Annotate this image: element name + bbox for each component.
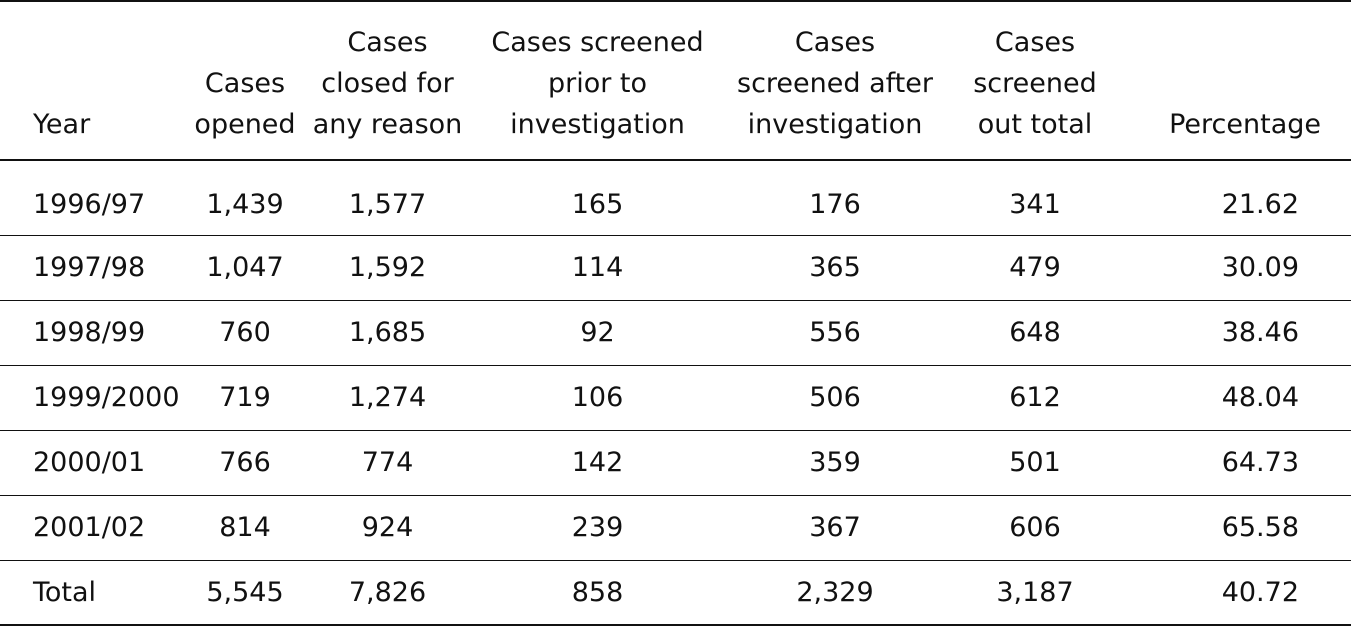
cell-screened-total: 501 <box>1009 447 1061 478</box>
table-row: 1997/98 1,047 1,592 114 365 479 30.09 <box>0 235 1351 300</box>
cell-screened-prior: 165 <box>571 189 624 221</box>
table-row: 1999/2000 719 1,274 106 506 612 48.04 <box>0 365 1351 430</box>
cell-screened-after: 506 <box>809 382 861 413</box>
table-row-total: Total 5,545 7,826 858 2,329 3,187 40.72 <box>0 560 1351 625</box>
cell-percentage: 21.62 <box>1221 189 1299 221</box>
cell-cases-closed: 1,685 <box>348 317 427 348</box>
cell-screened-prior: 114 <box>571 252 624 283</box>
header-screened-after: Cases screened after investigation <box>737 27 933 140</box>
cell-year: 1997/98 <box>33 252 146 283</box>
cell-cases-opened: 760 <box>219 317 271 348</box>
cell-cases-opened: 1,047 <box>206 252 284 283</box>
cell-year: 1996/97 <box>33 189 146 221</box>
cell-screened-total: 3,187 <box>996 576 1074 608</box>
table-row: 1998/99 760 1,685 92 556 648 38.46 <box>0 300 1351 365</box>
cell-screened-prior: 92 <box>580 317 615 348</box>
cell-cases-opened: 814 <box>219 512 271 543</box>
table-row: 1996/97 1,439 1,577 165 176 341 21.62 <box>0 160 1351 235</box>
header-row: Year Cases opened Cases closed for any r… <box>0 1 1351 160</box>
header-screened-total: Cases screened out total <box>973 27 1097 140</box>
cell-year: Total <box>33 576 97 608</box>
cell-screened-total: 341 <box>1009 189 1061 221</box>
cell-cases-closed: 1,274 <box>348 382 427 413</box>
cell-cases-closed: 774 <box>361 447 414 478</box>
table-row: 2000/01 766 774 142 359 501 64.73 <box>0 430 1351 495</box>
cell-cases-opened: 766 <box>219 447 271 478</box>
cell-screened-after: 556 <box>809 317 861 348</box>
header-screened-prior: Cases screened prior to investigation <box>491 27 704 140</box>
cell-percentage: 30.09 <box>1221 252 1299 283</box>
cell-percentage: 65.58 <box>1221 512 1299 543</box>
cell-year: 1998/99 <box>33 317 146 348</box>
cell-cases-closed: 924 <box>361 512 414 543</box>
header-percentage: Percentage <box>1169 109 1321 140</box>
cell-screened-total: 648 <box>1009 317 1061 348</box>
cell-year: 1999/2000 <box>33 382 180 413</box>
cell-screened-after: 367 <box>809 512 861 543</box>
cell-percentage: 40.72 <box>1221 576 1299 608</box>
cell-cases-closed: 1,592 <box>348 252 427 283</box>
table-body: 1996/97 1,439 1,577 165 176 341 21.62 19… <box>0 160 1351 625</box>
cell-cases-closed: 1,577 <box>348 189 427 221</box>
cell-screened-after: 176 <box>809 189 861 221</box>
cell-screened-prior: 106 <box>571 382 624 413</box>
cell-screened-after: 365 <box>809 252 861 283</box>
header-year: Year <box>33 109 91 140</box>
header-cases-opened: Cases opened <box>194 68 296 140</box>
cell-screened-prior: 142 <box>571 447 624 478</box>
cell-percentage: 48.04 <box>1221 382 1299 413</box>
cell-screened-total: 479 <box>1009 252 1061 283</box>
cell-year: 2000/01 <box>33 447 146 478</box>
cell-cases-closed: 7,826 <box>348 576 427 608</box>
cell-cases-opened: 1,439 <box>206 189 284 221</box>
cell-cases-opened: 5,545 <box>206 576 284 608</box>
cell-year: 2001/02 <box>33 512 146 543</box>
table-row: 2001/02 814 924 239 367 606 65.58 <box>0 495 1351 560</box>
cell-percentage: 38.46 <box>1221 317 1299 348</box>
cell-screened-total: 612 <box>1009 382 1061 413</box>
cell-screened-prior: 858 <box>571 576 624 608</box>
cell-screened-after: 2,329 <box>796 576 874 608</box>
header-cases-closed: Cases closed for any reason <box>312 27 463 140</box>
cell-screened-prior: 239 <box>571 512 624 543</box>
cell-percentage: 64.73 <box>1221 447 1299 478</box>
cell-screened-after: 359 <box>809 447 861 478</box>
cell-cases-opened: 719 <box>219 382 271 413</box>
table-header: Year Cases opened Cases closed for any r… <box>0 1 1351 160</box>
cell-screened-total: 606 <box>1009 512 1061 543</box>
